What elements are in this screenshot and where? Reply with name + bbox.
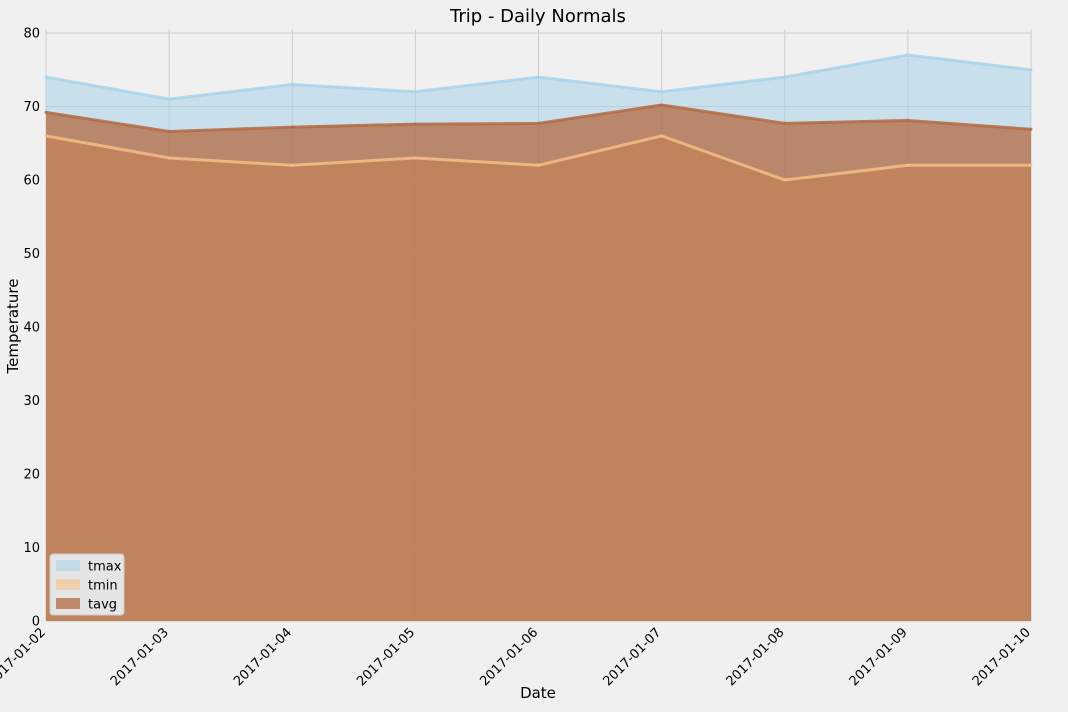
x-axis-label: Date (520, 684, 556, 702)
area-tavg (46, 105, 1031, 621)
y-tick-label: 60 (23, 174, 40, 189)
point-tavg (167, 129, 171, 133)
point-tmax (167, 97, 171, 101)
x-tick-label: 2017-01-09 (847, 625, 911, 689)
point-tmin (906, 163, 910, 167)
point-tavg (783, 121, 787, 125)
x-tick-labels: 2017-01-02 2017-01-03 2017-01-04 2017-01-05… (0, 625, 1034, 689)
y-tick-label: 80 (23, 27, 40, 42)
x-tick-label: 2017-01-10 (970, 625, 1034, 689)
x-tick-label: 2017-01-08 (724, 625, 788, 689)
point-tavg (1029, 127, 1033, 131)
legend-label-tmax: tmax (88, 560, 122, 575)
x-tick-label: 2017-01-03 (108, 625, 172, 689)
area-layer (46, 55, 1031, 622)
legend: tmax tmin tavg (49, 553, 125, 616)
point-tmax (537, 75, 540, 79)
point-tmin (44, 134, 48, 138)
point-tmax (783, 75, 787, 79)
y-tick-label: 50 (23, 247, 40, 262)
point-tavg (660, 103, 664, 107)
x-tick-label: 2017-01-05 (354, 625, 418, 689)
y-tick-label: 20 (23, 468, 40, 483)
legend-swatch-tmax (56, 560, 80, 571)
line-layer (44, 53, 1033, 182)
y-tick-label: 0 (32, 615, 40, 630)
point-tavg (44, 110, 48, 114)
point-tavg (906, 118, 910, 122)
x-tick-label: 2017-01-02 (0, 625, 49, 689)
legend-label-tmin: tmin (88, 579, 118, 594)
legend-swatch-tmin (56, 579, 80, 590)
y-tick-label: 30 (23, 394, 40, 409)
y-tick-labels: 0 10 20 30 40 50 60 70 80 (23, 27, 40, 630)
point-tmin (783, 178, 787, 182)
point-tmin (537, 163, 540, 167)
legend-label-tavg: tavg (88, 598, 117, 613)
x-tick-label: 2017-01-07 (600, 625, 664, 689)
legend-swatch-tavg (56, 598, 80, 609)
y-tick-label: 10 (23, 541, 40, 556)
point-tmax (413, 90, 417, 94)
point-tmax (906, 53, 910, 57)
x-tick-label: 2017-01-04 (231, 625, 295, 689)
y-tick-label: 40 (23, 321, 40, 336)
point-tmin (1029, 163, 1033, 167)
point-tmin (660, 134, 664, 138)
point-tavg (537, 121, 540, 125)
point-tmin (413, 156, 417, 160)
point-tmin (290, 163, 294, 167)
point-tmax (290, 82, 294, 86)
y-tick-label: 70 (23, 100, 40, 115)
y-axis-label: Temperature (4, 278, 22, 374)
chart-title: Trip - Daily Normals (449, 6, 626, 27)
point-tavg (290, 125, 294, 129)
x-tick-label: 2017-01-06 (477, 625, 541, 689)
point-tmax (660, 90, 664, 94)
point-tavg (413, 122, 417, 126)
point-tmin (167, 156, 171, 160)
point-tmax (44, 75, 48, 79)
point-tmax (1029, 68, 1033, 72)
